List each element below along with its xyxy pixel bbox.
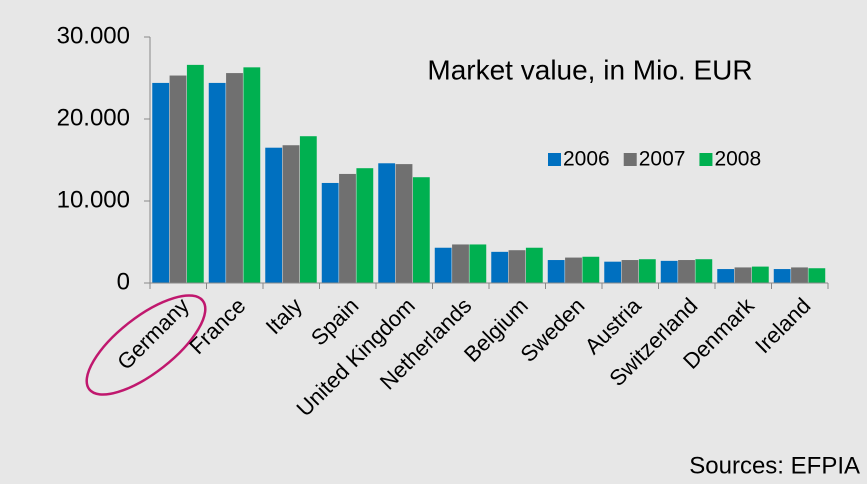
bar	[717, 269, 735, 283]
bar	[660, 260, 678, 283]
bar	[565, 257, 582, 283]
bar	[412, 177, 430, 283]
bar	[186, 64, 204, 283]
bar	[152, 82, 170, 283]
x-tick-label: Germany	[112, 293, 194, 375]
bar	[773, 269, 791, 283]
bar	[265, 147, 283, 283]
legend-swatch	[548, 153, 561, 166]
source: Sources: EFPIA	[689, 452, 860, 479]
y-tick-label: 10.000	[57, 186, 130, 213]
bar	[808, 268, 826, 283]
bar	[525, 247, 543, 283]
bar	[547, 260, 565, 283]
bar	[395, 164, 413, 283]
x-tick-label: Ireland	[750, 293, 815, 358]
legend-label: 2008	[714, 148, 761, 171]
highlight-ellipse	[85, 294, 207, 396]
legend-swatch	[623, 153, 637, 166]
legend-label: 2006	[563, 148, 610, 171]
x-tick-label: Italy	[261, 293, 307, 339]
y-tick-label: 20.000	[57, 104, 130, 131]
bar	[638, 259, 656, 283]
bar	[282, 145, 300, 283]
bar	[226, 73, 243, 283]
legend-label: 2007	[639, 148, 686, 171]
x-tick-label: France	[184, 293, 250, 359]
x-tick-label: Sweden	[515, 293, 589, 367]
bar	[434, 247, 452, 283]
bar	[469, 244, 487, 283]
bar	[339, 173, 356, 283]
y-tick-label: 30.000	[57, 22, 130, 49]
bar	[243, 67, 261, 283]
legend-swatch	[699, 153, 713, 166]
bar	[378, 163, 396, 283]
bar	[508, 250, 526, 283]
bar	[491, 251, 509, 283]
bar	[695, 259, 713, 283]
bar	[791, 267, 808, 283]
bar	[734, 267, 752, 283]
bar	[582, 256, 600, 283]
bar	[208, 82, 226, 283]
bar	[452, 244, 469, 283]
bar	[169, 75, 187, 283]
bar	[604, 261, 622, 283]
bar	[678, 260, 695, 283]
y-tick-label: 0	[117, 268, 130, 295]
bar	[621, 260, 639, 283]
bar	[299, 136, 317, 283]
bar	[356, 168, 374, 283]
bar	[751, 266, 769, 283]
bar	[321, 182, 339, 283]
annotation: Market value, in Mio. EUR	[427, 54, 752, 85]
